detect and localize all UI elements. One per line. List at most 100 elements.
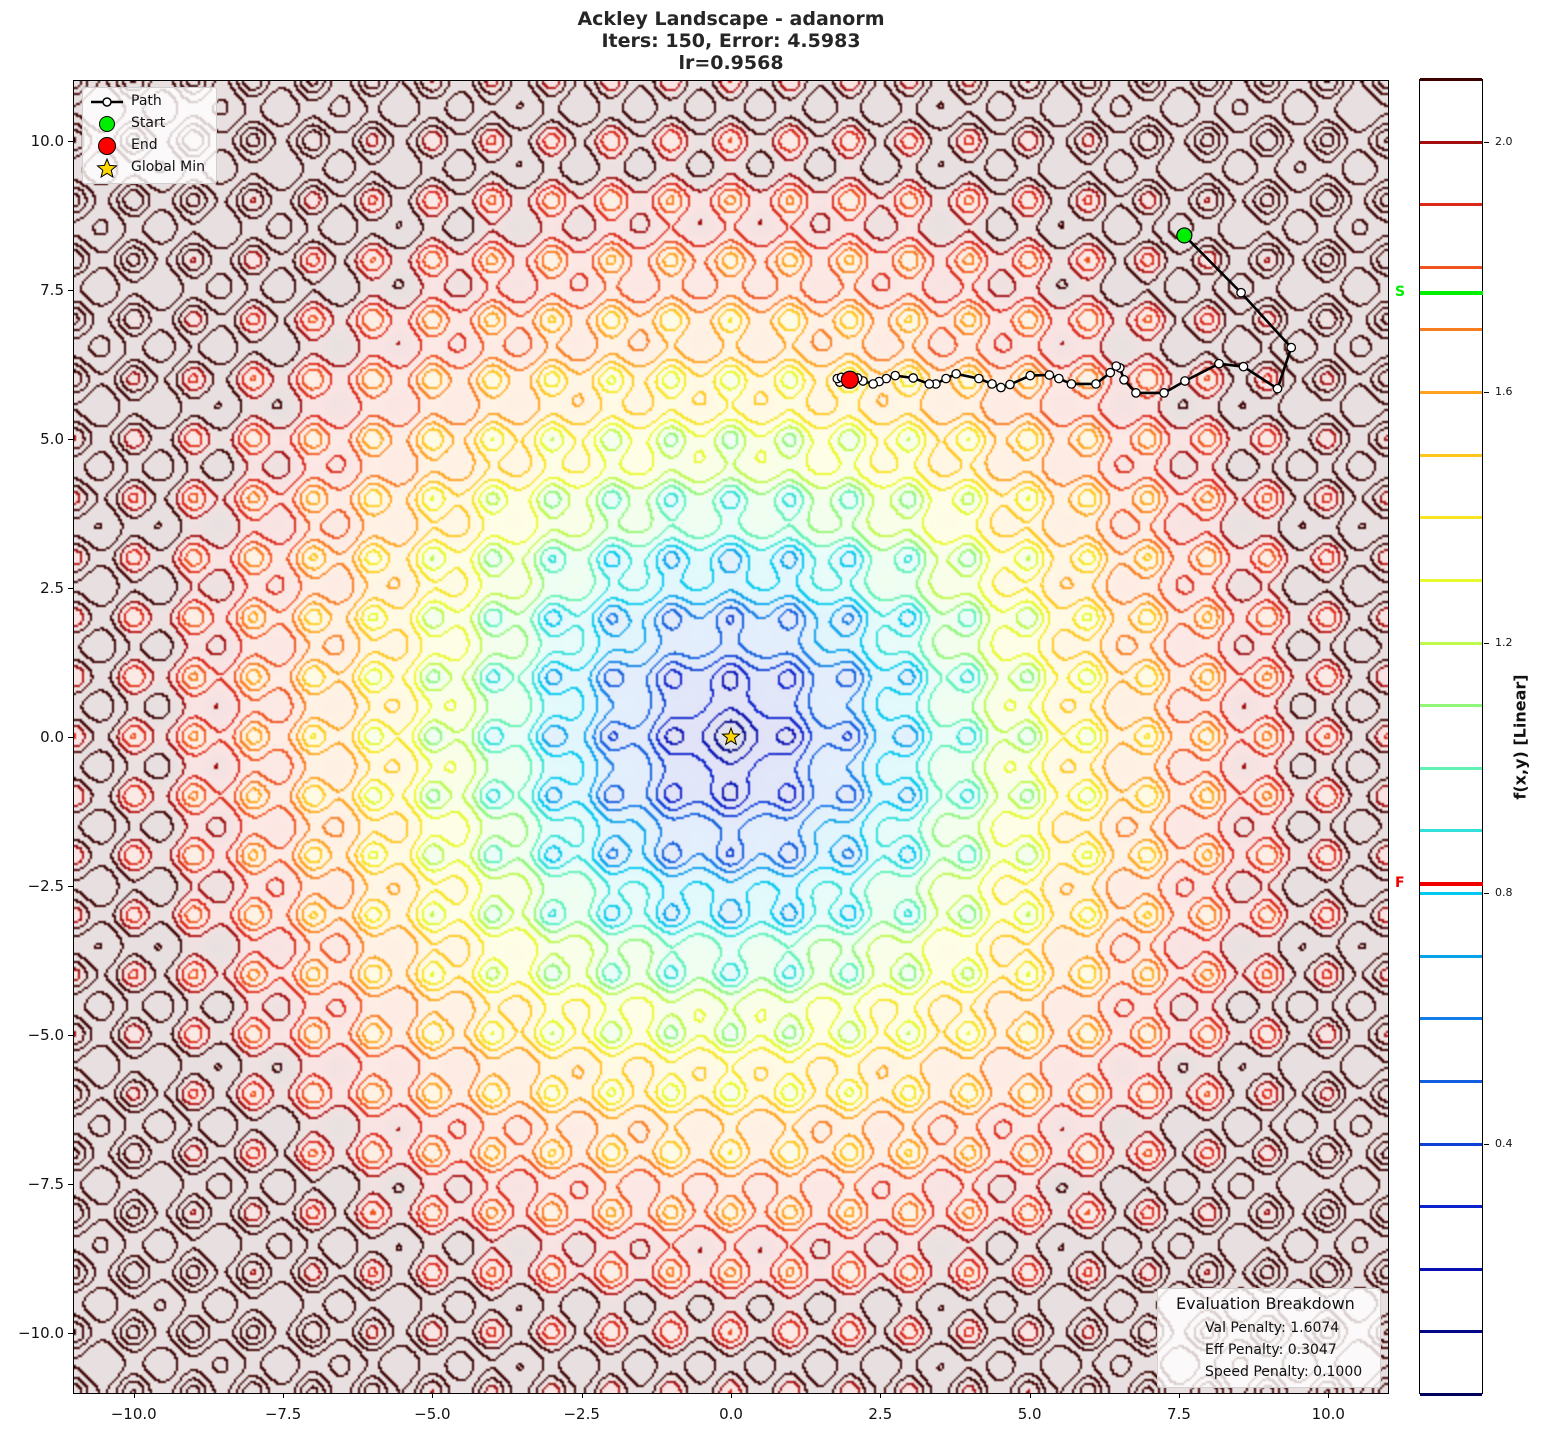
colorbar-marker-f [1420,881,1483,886]
legend-item-global-min: Global Min [83,158,216,178]
path-point [1180,376,1190,386]
x-tick-label: 2.5 [868,1405,893,1423]
colorbar-level-line [1420,704,1482,708]
colorbar-tick-mark [1484,392,1489,394]
x-tick-label: 5.0 [1017,1405,1042,1423]
speed-penalty: Speed Penalty: 0.1000 [1205,1364,1363,1380]
path-point [1119,374,1129,385]
y-tick-label: 10.0 [30,131,64,150]
path-point [908,373,919,383]
path-point [1025,370,1036,381]
colorbar-tick-mark [1484,893,1489,895]
colorbar-tick-mark [1484,1143,1489,1145]
y-tick-mark [68,587,73,589]
colorbar-marker-s [1420,290,1483,295]
evaluation-header: Evaluation Breakdown [1176,1294,1355,1313]
colorbar-label: f(x,y) [Linear] [1510,674,1530,800]
global-min-star-icon [721,726,741,746]
eff-penalty: Eff Penalty: 0.3047 [1205,1342,1337,1358]
colorbar-tick-label: 2.0 [1495,134,1513,148]
x-tick-mark [283,1393,285,1398]
path-point [1159,388,1169,398]
path-point [1236,287,1246,298]
colorbar-level-line [1420,641,1482,645]
path-point [1105,367,1116,378]
title-line-2: Iters: 150, Error: 4.5983 [601,30,861,52]
title-line-3: lr=0.9568 [678,52,784,74]
colorbar-level-line [1420,453,1482,457]
y-tick-mark [68,438,73,440]
y-tick-label: −10.0 [18,1324,64,1343]
y-tick-label: 5.0 [40,429,64,448]
x-tick-mark [133,1393,135,1398]
y-tick-label: −5.0 [27,1026,64,1045]
y-tick-label: 0.0 [40,728,64,746]
path-point [1091,379,1101,389]
star-icon [96,158,118,178]
x-tick-label: −7.5 [264,1405,302,1423]
colorbar-level-line [1420,766,1482,770]
path-line-icon [91,97,123,107]
path-point [1286,342,1297,353]
evaluation-breakdown-box: Evaluation Breakdown Val Penalty: 1.6074… [1157,1288,1381,1388]
end-marker [840,370,859,389]
x-tick-label: −5.0 [414,1405,451,1423]
red-circle-icon [98,137,116,155]
x-tick-mark [1029,1393,1031,1398]
path-point [1044,370,1055,380]
legend-item-end: End [83,136,216,156]
path-point [1005,379,1015,390]
colorbar [1419,78,1483,1396]
colorbar-level-line [1420,578,1482,582]
colorbar-tick-mark [1484,642,1489,644]
colorbar-tick-label: 0.4 [1495,1136,1513,1150]
y-tick-mark [68,140,73,142]
path-point [1054,373,1064,384]
path-point [1214,358,1224,369]
start-marker [1176,227,1193,244]
green-circle-icon [99,116,115,132]
path-point [1066,379,1077,389]
colorbar-level-line [1420,1142,1482,1146]
colorbar-tick-mark [1484,141,1489,143]
x-tick-label: 7.5 [1167,1405,1191,1423]
path-point [951,368,962,379]
x-tick-label: −2.5 [563,1405,600,1423]
optimization-path-overlay [721,227,1297,746]
colorbar-level-line [1420,1267,1482,1271]
colorbar-level-line [1420,328,1482,332]
y-tick-label: 7.5 [40,280,64,299]
x-tick-mark [581,1393,583,1398]
path-point [1238,361,1249,372]
x-tick-mark [731,1393,732,1398]
title-line-1: Ackley Landscape - adanorm [577,8,885,30]
val-penalty: Val Penalty: 1.6074 [1205,1320,1340,1336]
legend: Path Start End Global Min [82,87,217,184]
path-point [941,373,951,384]
colorbar-level-line [1420,391,1482,395]
colorbar-level-line [1420,1205,1482,1209]
y-tick-mark [68,289,73,291]
colorbar-level-line [1420,1393,1482,1396]
path-point [868,379,879,389]
colorbar-level-line [1420,140,1482,144]
x-tick-mark [432,1393,434,1398]
colorbar-marker-label: F [1395,874,1405,891]
colorbar-level-line [1420,1079,1482,1083]
legend-item-path: Path [83,92,216,112]
x-tick-label: 0.0 [719,1405,743,1423]
optimizer-path-line [835,234,1293,395]
x-tick-mark [1328,1393,1330,1398]
path-point [890,370,901,381]
y-tick-mark [68,1035,73,1037]
x-tick-label: −10.0 [110,1405,157,1423]
colorbar-level-line [1420,1330,1482,1334]
x-tick-mark [880,1393,882,1398]
y-tick-mark [68,1333,73,1335]
colorbar-level-line [1420,265,1482,269]
x-tick-mark [1178,1393,1180,1398]
colorbar-level-line [1420,1017,1482,1021]
colorbar-level-line [1420,203,1482,207]
y-tick-label: −2.5 [27,877,64,896]
y-tick-label: −7.5 [27,1175,64,1194]
